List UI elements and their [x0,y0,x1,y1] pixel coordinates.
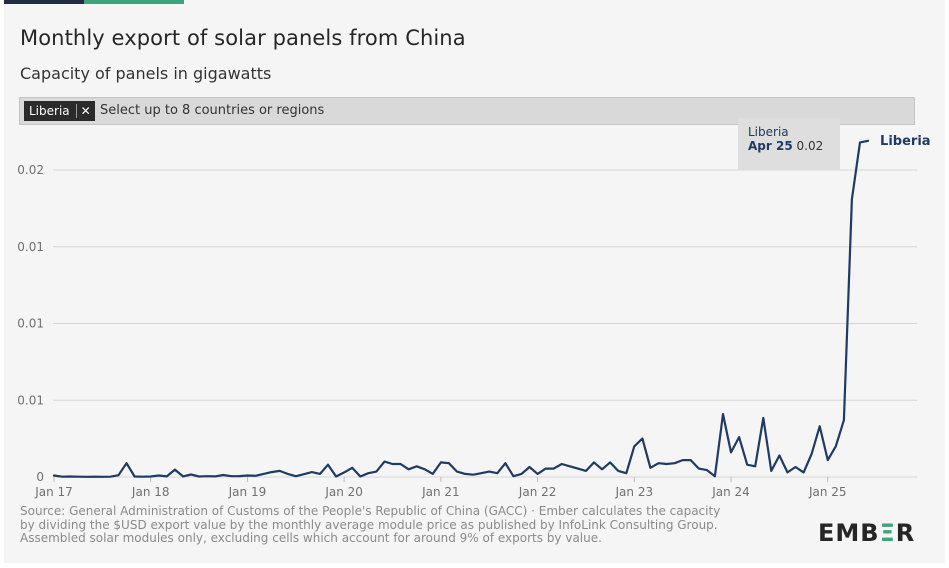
accent-bar-dark [4,0,84,4]
y-tick-label: 0.01 [17,393,44,407]
series-line-liberia [52,139,870,478]
x-tick-label: Jan 17 [34,485,73,499]
selected-country-chip[interactable]: Liberia ✕ [24,101,95,121]
x-tick-label: Jan 21 [421,485,460,499]
tooltip-series: Liberia [748,125,789,139]
source-note: Source: General Administration of Custom… [20,504,790,546]
accent-bar-green [84,0,184,4]
y-tick-label: 0.01 [17,240,44,254]
y-tick-label: 0.01 [17,317,44,331]
chip-label: Liberia [29,104,70,118]
x-tick-label: Jan 25 [808,485,847,499]
hover-tooltip: Liberia Apr 25 0.02 [738,118,840,170]
x-tick-label: Jan 19 [228,485,267,499]
close-icon[interactable]: ✕ [80,104,91,118]
tooltip-value: 0.02 [796,139,824,153]
series-end-label: Liberia [880,134,931,149]
x-tick-label: Jan 22 [518,485,557,499]
logo-e-mark: Ξ [879,519,896,547]
x-tick-label: Jan 20 [324,485,363,499]
chip-divider [75,104,77,118]
logo-text-start: EMB [818,519,880,547]
x-tick-label: Jan 23 [615,485,654,499]
source-line: Assembled solar modules only, excluding … [20,531,602,545]
x-tick-label: Jan 24 [711,485,750,499]
grid-lines [53,169,917,478]
y-tick-label: 0 [36,470,44,484]
y-axis-ticks: 0 0.01 0.01 0.01 0.02 [17,163,44,484]
series-layer: Liberia [52,134,931,478]
ember-logo: EMBΞR [818,519,915,547]
source-line: by dividing the $USD export value by the… [20,517,718,532]
chart-subtitle: Capacity of panels in gigawatts [20,64,272,83]
tooltip-date: Apr 25 [748,139,793,153]
y-tick-label: 0.02 [17,163,44,177]
x-tick-label: Jan 18 [131,485,170,499]
chart-title: Monthly export of solar panels from Chin… [20,26,466,50]
selector-placeholder[interactable]: Select up to 8 countries or regions [100,103,325,118]
x-axis-ticks: Jan 17 Jan 18 Jan 19 Jan 20 Jan 21 Jan 22 Jan … [34,477,847,499]
logo-text-end: R [895,519,916,547]
source-line: Source: General Administration of Custom… [20,504,721,518]
